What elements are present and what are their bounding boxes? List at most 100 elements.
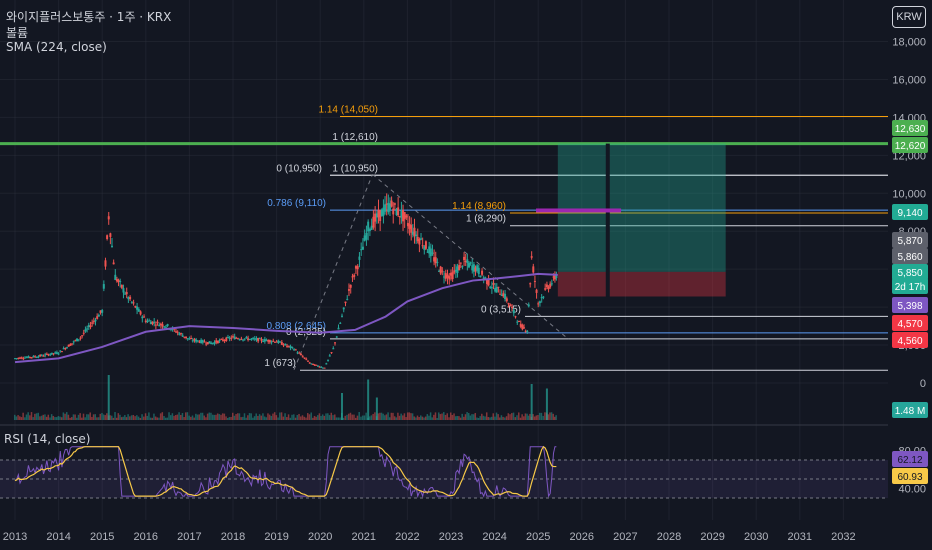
candle-body <box>429 248 432 257</box>
price-badge <box>892 204 928 220</box>
candle-body <box>223 340 226 342</box>
volume-bar <box>205 417 207 420</box>
volume-bar <box>42 414 45 420</box>
volume-bar <box>502 416 504 420</box>
candle-body <box>479 275 482 278</box>
volume-bar <box>91 416 93 420</box>
candle-body <box>439 266 442 274</box>
candle-body <box>166 324 169 326</box>
volume-bar <box>29 415 31 420</box>
volume-bar <box>454 416 457 420</box>
candle-body <box>92 321 95 323</box>
volume-bar <box>267 413 269 420</box>
candle-body <box>252 337 255 339</box>
candle-body <box>275 341 278 343</box>
candle-body <box>74 340 77 342</box>
candle-body <box>330 352 333 354</box>
volume-bar <box>50 414 53 420</box>
candle-body <box>247 338 250 341</box>
candle-body <box>395 209 398 216</box>
candle-body <box>443 276 446 278</box>
candle-body <box>230 337 233 339</box>
volume-bar <box>402 415 404 420</box>
candle-body <box>453 270 456 273</box>
candle-body <box>71 343 74 345</box>
candle-body <box>221 339 224 341</box>
candle-body <box>34 356 37 358</box>
volume-bar <box>233 415 236 420</box>
candle-body <box>17 357 20 359</box>
volume-bar <box>547 414 550 420</box>
candle-body <box>365 232 368 240</box>
x-tick-label: 2018 <box>221 531 245 543</box>
volume-bar <box>260 415 263 420</box>
volume-bar <box>499 417 501 420</box>
volume-bar <box>127 414 129 420</box>
candle-body <box>328 355 331 357</box>
volume-bar <box>434 412 437 420</box>
volume-bar <box>30 412 33 420</box>
volume-bar <box>200 412 202 420</box>
candle-body <box>301 356 304 358</box>
volume-bar <box>472 414 475 420</box>
volume-bar <box>39 416 41 420</box>
volume-bar <box>55 417 58 420</box>
volume-bar <box>191 415 194 420</box>
candle-body <box>477 267 480 275</box>
candle-body <box>382 207 385 216</box>
volume-bar <box>72 414 75 420</box>
candle-body <box>434 257 437 264</box>
candle-body <box>77 339 80 341</box>
candle-body <box>415 234 418 237</box>
volume-bar <box>102 414 105 420</box>
volume-bar <box>335 417 338 420</box>
volume-bar <box>426 414 429 420</box>
candle-body <box>195 339 198 342</box>
volume-bar <box>81 417 83 420</box>
candle-body <box>20 357 23 359</box>
volume-bar <box>242 416 244 420</box>
volume-bar <box>450 412 452 420</box>
volume-bar <box>385 414 388 420</box>
volume-bar <box>20 417 23 420</box>
volume-bar <box>296 415 299 420</box>
x-tick-label: 2031 <box>788 531 812 543</box>
candle-body <box>327 359 330 361</box>
volume-bar <box>327 413 329 420</box>
fib-level-label: 0 (3,515) <box>481 304 521 315</box>
volume-bar <box>395 417 397 420</box>
volume-bar <box>289 417 292 420</box>
x-tick-label: 2017 <box>177 531 201 543</box>
candle-body <box>339 322 342 324</box>
volume-bar <box>220 414 222 420</box>
volume-bar <box>153 413 155 420</box>
volume-bar <box>115 417 118 420</box>
candle-body <box>305 358 308 360</box>
volume-bar <box>550 412 553 420</box>
volume-bar <box>521 414 523 420</box>
sma-line <box>14 272 558 364</box>
volume-bar <box>337 417 340 420</box>
volume-bar <box>446 413 449 420</box>
candle-body <box>393 203 396 205</box>
volume-bar <box>477 417 480 420</box>
candle-body <box>335 336 338 338</box>
volume-bar <box>211 414 214 420</box>
candle-body <box>277 340 280 343</box>
candle-body <box>122 288 125 293</box>
volume-bar <box>181 413 184 420</box>
x-tick-label: 2021 <box>352 531 376 543</box>
y-tick-label: 10,000 <box>892 188 926 200</box>
volume-bar <box>308 414 311 420</box>
currency-button[interactable]: KRW <box>892 6 926 28</box>
volume-bar <box>54 417 56 420</box>
rsi-value-label: 60.93 <box>897 472 922 483</box>
candle-body <box>163 326 166 328</box>
candle-body <box>388 203 391 210</box>
candle-body <box>129 296 132 300</box>
volume-bar <box>86 414 88 420</box>
candle-body <box>347 289 350 291</box>
volume-bar <box>358 412 360 420</box>
volume-bar <box>44 414 46 420</box>
